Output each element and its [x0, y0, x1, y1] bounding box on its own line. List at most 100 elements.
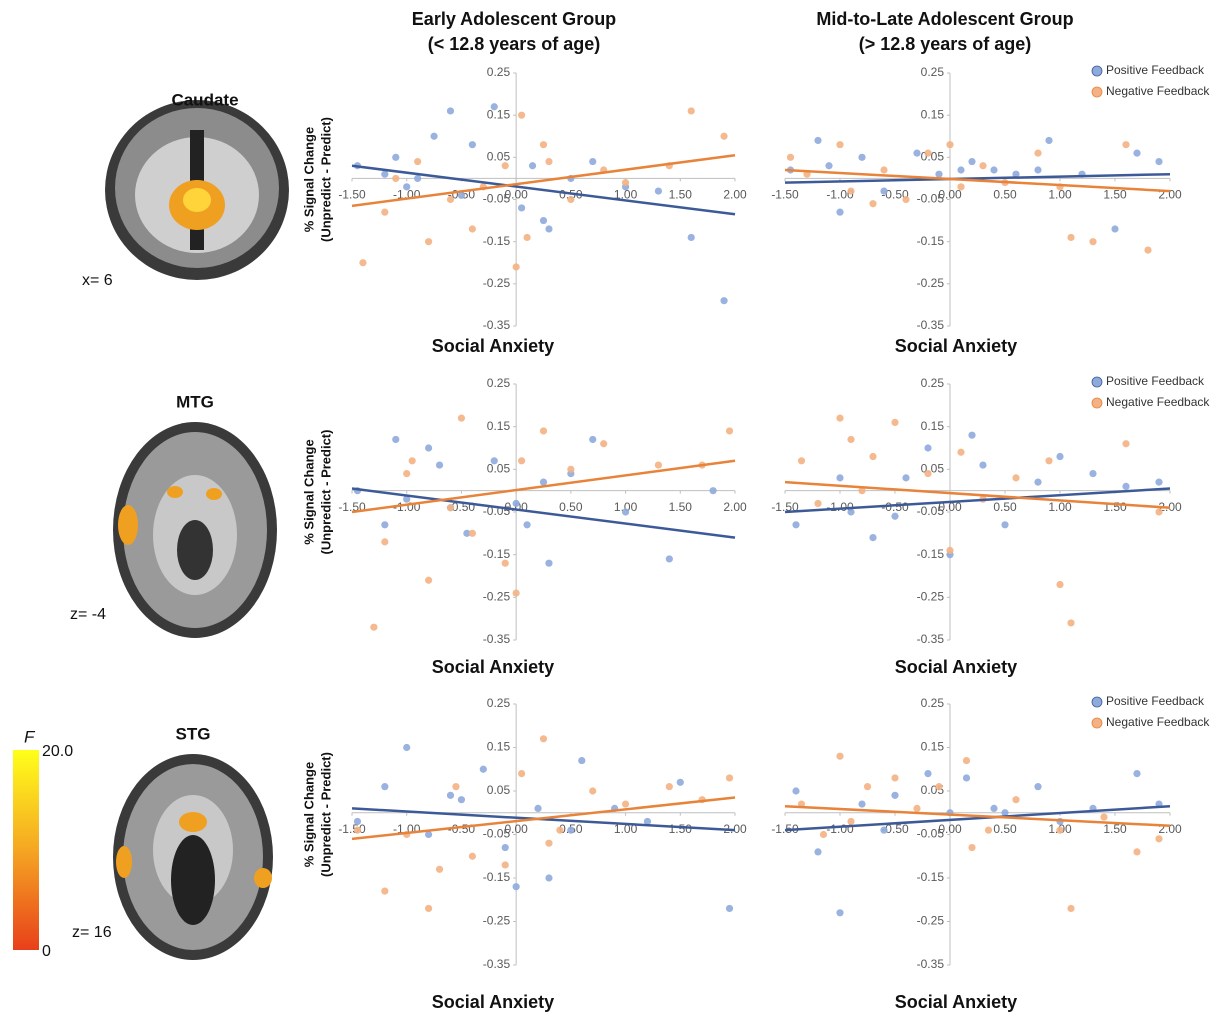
y-axis-label: % Signal Change	[301, 439, 316, 544]
point	[540, 217, 547, 224]
x-axis-label: Social Anxiety	[895, 336, 1017, 356]
y-tick-label: -0.15	[917, 234, 945, 248]
point	[1133, 770, 1140, 777]
y-tick-label: -0.25	[483, 914, 511, 928]
point	[589, 158, 596, 165]
point	[567, 196, 574, 203]
point	[1067, 619, 1074, 626]
point	[666, 555, 673, 562]
point	[963, 757, 970, 764]
coordinate-label: z= 16	[72, 924, 112, 941]
point	[891, 419, 898, 426]
y-tick-label: 0.25	[487, 696, 511, 710]
point	[469, 530, 476, 537]
point	[1155, 508, 1162, 515]
point	[902, 196, 909, 203]
point	[1089, 470, 1096, 477]
legend-label: Positive Feedback	[1106, 694, 1205, 708]
point	[924, 770, 931, 777]
legend-label: Negative Feedback	[1106, 84, 1210, 98]
point	[425, 238, 432, 245]
point	[458, 796, 465, 803]
point	[726, 905, 733, 912]
y-tick-label: -0.25	[483, 590, 511, 604]
colorbar-max: 20.0	[42, 743, 73, 760]
point	[381, 209, 388, 216]
point	[820, 831, 827, 838]
x-tick-label: -1.50	[338, 822, 366, 836]
point	[935, 171, 942, 178]
y-tick-label: -0.35	[917, 957, 945, 971]
legend-marker	[1092, 377, 1102, 387]
point	[518, 112, 525, 119]
point	[502, 844, 509, 851]
legend-marker	[1092, 87, 1102, 97]
point	[946, 141, 953, 148]
point	[985, 827, 992, 834]
point	[1045, 137, 1052, 144]
point	[864, 783, 871, 790]
colorbar-min: 0	[42, 943, 51, 960]
point	[425, 905, 432, 912]
point	[513, 500, 520, 507]
point	[935, 783, 942, 790]
point	[1034, 479, 1041, 486]
point	[523, 521, 530, 528]
point	[720, 297, 727, 304]
region-label: STG	[176, 724, 211, 743]
point	[381, 887, 388, 894]
y-axis-label: (Unpredict - Predict)	[318, 430, 333, 555]
point	[469, 141, 476, 148]
legend-marker	[1092, 718, 1102, 728]
y-tick-label: 0.05	[921, 462, 945, 476]
point	[1056, 581, 1063, 588]
point	[403, 470, 410, 477]
point	[430, 133, 437, 140]
point	[957, 183, 964, 190]
brain-axial	[113, 754, 273, 960]
point	[869, 453, 876, 460]
point	[480, 766, 487, 773]
point	[589, 787, 596, 794]
legend-marker	[1092, 66, 1102, 76]
point	[403, 744, 410, 751]
point	[447, 504, 454, 511]
point	[902, 474, 909, 481]
y-tick-label: 0.05	[487, 783, 511, 797]
point	[726, 427, 733, 434]
point	[869, 534, 876, 541]
x-tick-label: 0.00	[504, 188, 528, 202]
point	[545, 874, 552, 881]
column-title: Early Adolescent Group	[412, 9, 616, 29]
point	[677, 779, 684, 786]
point	[392, 436, 399, 443]
x-tick-label: 1.50	[669, 500, 693, 514]
point	[540, 141, 547, 148]
point	[502, 861, 509, 868]
point	[880, 187, 887, 194]
point	[924, 444, 931, 451]
point	[425, 577, 432, 584]
y-tick-label: -0.15	[483, 870, 511, 884]
point	[414, 158, 421, 165]
figure: Early Adolescent Group (< 12.8 years of …	[0, 0, 1229, 1017]
y-tick-label: -0.15	[483, 547, 511, 561]
point	[381, 538, 388, 545]
column-subtitle: (> 12.8 years of age)	[859, 34, 1032, 54]
point	[1122, 483, 1129, 490]
y-tick-label: 0.15	[487, 107, 511, 121]
point	[1155, 835, 1162, 842]
point	[1111, 225, 1118, 232]
point	[545, 158, 552, 165]
x-tick-label: 0.00	[938, 188, 962, 202]
y-tick-label: 0.25	[921, 696, 945, 710]
y-tick-label: -0.35	[483, 318, 511, 332]
point	[1133, 150, 1140, 157]
point	[814, 137, 821, 144]
point	[710, 487, 717, 494]
point	[836, 209, 843, 216]
y-tick-label: 0.15	[487, 419, 511, 433]
point	[545, 840, 552, 847]
point	[792, 787, 799, 794]
point	[529, 162, 536, 169]
